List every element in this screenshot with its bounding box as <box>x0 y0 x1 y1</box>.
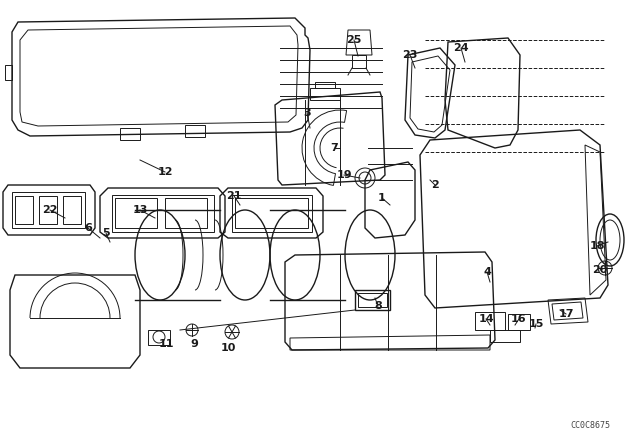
Text: 12: 12 <box>157 167 173 177</box>
Text: CC0C8675: CC0C8675 <box>570 421 610 430</box>
Text: 11: 11 <box>158 339 173 349</box>
Text: 2: 2 <box>431 180 439 190</box>
Text: 14: 14 <box>478 314 494 324</box>
Text: 17: 17 <box>558 309 573 319</box>
Text: 22: 22 <box>42 205 58 215</box>
Text: 6: 6 <box>84 223 92 233</box>
Text: 21: 21 <box>227 191 242 201</box>
Text: 24: 24 <box>453 43 469 53</box>
Text: 9: 9 <box>190 339 198 349</box>
Text: 15: 15 <box>528 319 544 329</box>
Text: 18: 18 <box>589 241 605 251</box>
Text: 23: 23 <box>403 50 418 60</box>
Text: 3: 3 <box>303 108 311 118</box>
Text: 4: 4 <box>483 267 491 277</box>
Text: 5: 5 <box>102 228 110 238</box>
Text: 20: 20 <box>592 265 608 275</box>
Text: 10: 10 <box>220 343 236 353</box>
Text: 1: 1 <box>378 193 386 203</box>
Text: 19: 19 <box>336 170 352 180</box>
Text: 13: 13 <box>132 205 148 215</box>
Text: 16: 16 <box>511 314 527 324</box>
Text: 8: 8 <box>374 301 382 311</box>
Text: 25: 25 <box>346 35 362 45</box>
Text: 7: 7 <box>330 143 338 153</box>
